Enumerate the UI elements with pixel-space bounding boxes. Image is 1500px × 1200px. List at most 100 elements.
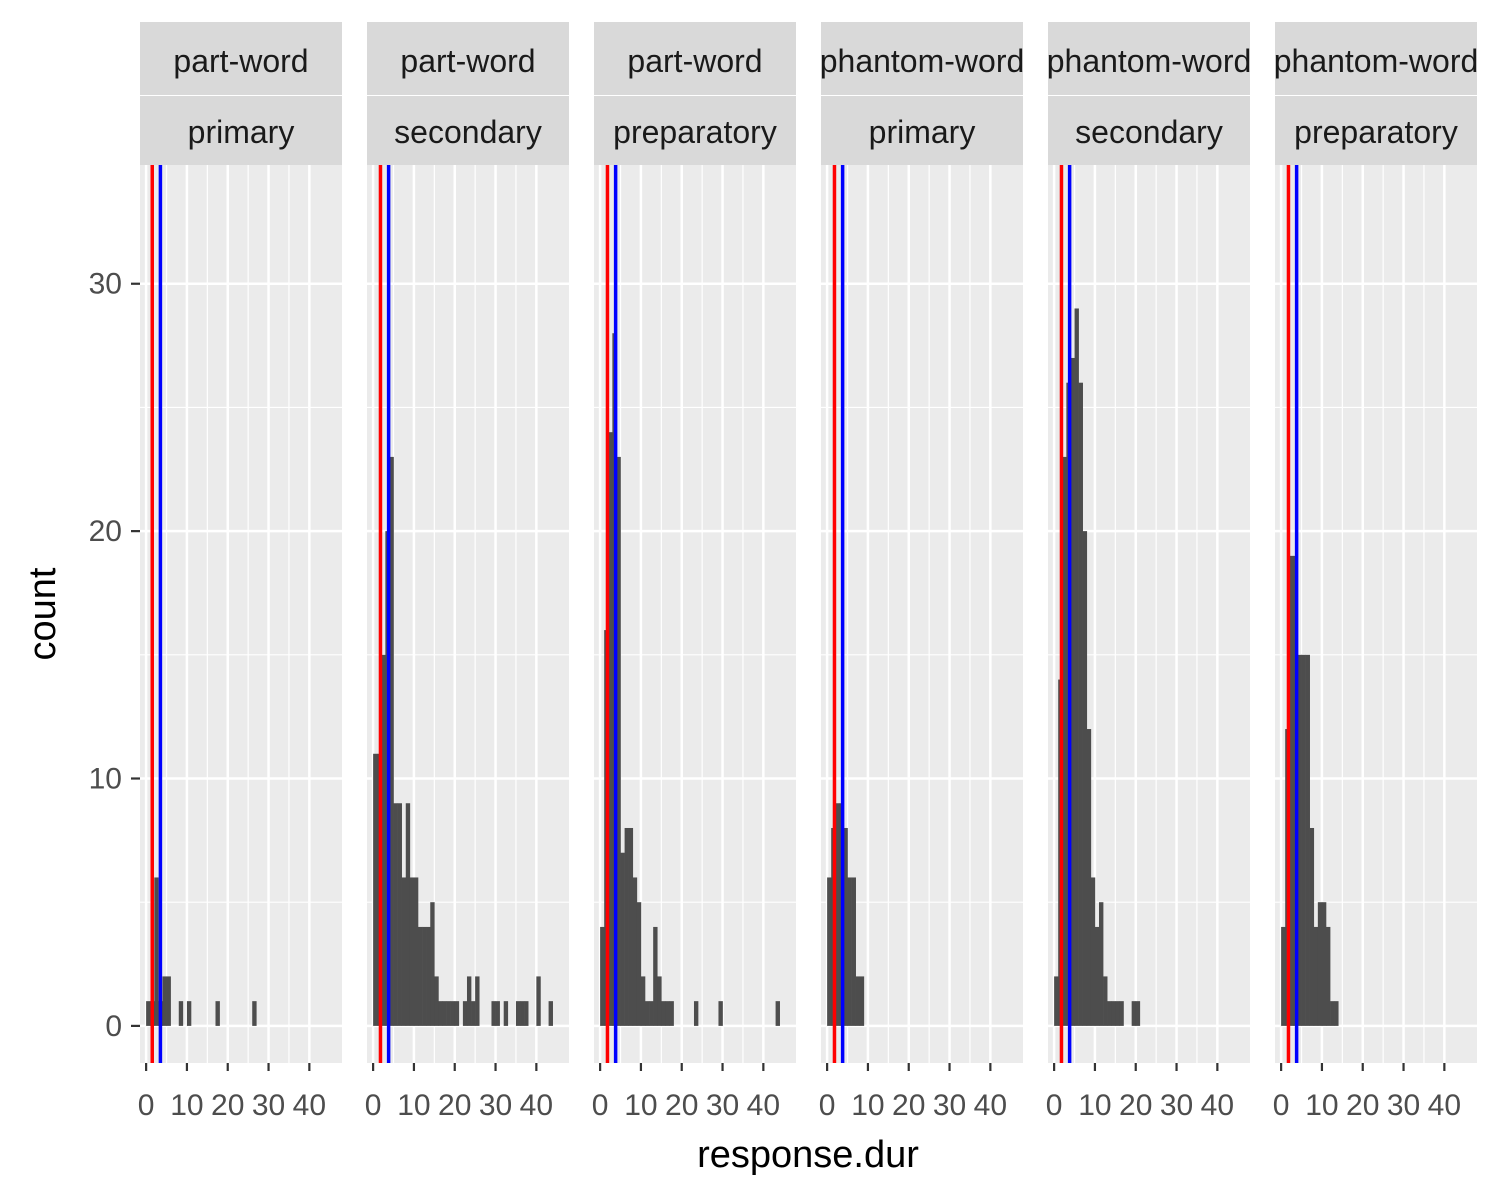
histogram-bar: [166, 976, 171, 1026]
histogram-bar: [442, 1001, 447, 1026]
histogram-bar: [438, 1001, 443, 1026]
histogram-bar: [389, 456, 394, 1026]
histogram-bar: [215, 1001, 220, 1026]
histogram-bar: [1334, 1001, 1339, 1026]
x-tick-label: 10: [1078, 1089, 1111, 1122]
histogram-bar: [548, 1001, 553, 1026]
histogram-bar: [1313, 926, 1319, 1026]
histogram-bar: [775, 1001, 780, 1026]
histogram-bar: [409, 877, 415, 1026]
histogram-bar: [373, 753, 378, 1026]
facet-panel: phantom-word primary 0 10 20 30 40: [819, 22, 1025, 1122]
histogram-bar: [146, 1001, 151, 1026]
histogram-bar: [851, 877, 856, 1026]
histogram-bar: [1086, 729, 1092, 1026]
strip-background: [140, 96, 342, 165]
strip-background: [1048, 22, 1250, 95]
histogram-bar: [1062, 456, 1067, 1026]
histogram-bar: [515, 1001, 521, 1026]
histogram-bar: [154, 877, 159, 1026]
histogram-bar: [466, 976, 472, 1026]
strip-label-row1: part-word: [400, 43, 535, 79]
histogram-bar: [1289, 555, 1294, 1026]
histogram-bar: [847, 877, 852, 1026]
strip-background: [367, 96, 569, 165]
strip-label-row2: secondary: [394, 114, 542, 150]
strip-background: [367, 22, 569, 95]
histogram-bar: [632, 877, 638, 1026]
histogram-bar: [640, 976, 646, 1026]
histogram-bar: [162, 976, 167, 1026]
y-axis-title: count: [22, 567, 64, 660]
histogram-bar: [649, 1001, 654, 1026]
histogram-bar: [835, 803, 840, 1026]
facet-panel: part-word secondary 0 10 20 30 40: [365, 22, 569, 1122]
x-tick-label: 20: [438, 1089, 471, 1122]
x-tick-label: 20: [892, 1089, 925, 1122]
strip-background: [1275, 96, 1477, 165]
histogram-bar: [1082, 531, 1088, 1026]
strip-background: [140, 22, 342, 95]
histogram-bar: [1090, 877, 1096, 1026]
histogram-bar: [718, 1001, 723, 1026]
histogram-bar: [1094, 926, 1100, 1026]
y-axis: 0 10 20 30: [89, 268, 140, 1043]
x-tick-label: 0: [365, 1089, 382, 1122]
facet-panel: part-word primary 0 10 20 30 40: [138, 22, 342, 1122]
histogram-bar: [693, 1001, 699, 1026]
histogram-bar: [827, 877, 832, 1026]
histogram-bar: [405, 803, 411, 1026]
histogram-bar: [620, 852, 625, 1026]
strip-background: [594, 96, 796, 165]
histogram-bar: [418, 926, 423, 1026]
x-tick-label: 30: [479, 1089, 512, 1122]
histogram-bar: [434, 976, 439, 1026]
histogram-bar: [657, 976, 662, 1026]
strip-background: [1048, 96, 1250, 165]
histogram-bar: [1309, 827, 1315, 1026]
histogram-bar: [1131, 1001, 1137, 1026]
strip-label-row2: primary: [188, 114, 295, 150]
strip-background: [821, 22, 1023, 95]
histogram-bar: [462, 1001, 468, 1026]
x-tick-label: 20: [665, 1089, 698, 1122]
x-tick-label: 10: [624, 1089, 657, 1122]
x-tick-label: 0: [819, 1089, 836, 1122]
histogram-bar: [645, 1001, 650, 1026]
histogram-bar: [446, 1001, 451, 1026]
x-tick-label: 20: [211, 1089, 244, 1122]
x-tick-label: 0: [592, 1089, 609, 1122]
histogram-bar: [616, 456, 621, 1026]
histogram-bar: [855, 976, 861, 1026]
histogram-bar: [843, 827, 848, 1026]
histogram-bar: [520, 1001, 525, 1026]
x-tick-label: 40: [1201, 1089, 1234, 1122]
histogram-bar: [859, 976, 865, 1026]
histogram-bar: [1115, 1001, 1120, 1026]
x-tick-label: 0: [1273, 1089, 1290, 1122]
histogram-bar: [393, 803, 398, 1026]
histogram-bar: [1321, 902, 1327, 1026]
histogram-bar: [1078, 382, 1083, 1026]
x-tick-label: 10: [170, 1089, 203, 1122]
facet-panel: part-word preparatory 0 10 20 30 40: [592, 22, 796, 1122]
y-tick-label: 0: [105, 1010, 122, 1043]
x-tick-label: 40: [293, 1089, 326, 1122]
histogram-bar: [495, 1001, 500, 1026]
histogram-bar: [1074, 308, 1079, 1026]
histogram-bar: [624, 827, 629, 1026]
x-tick-label: 20: [1346, 1089, 1379, 1122]
histogram-bar: [454, 1001, 460, 1026]
histogram-bar: [1070, 357, 1075, 1026]
histogram-bar: [1099, 902, 1104, 1026]
histogram-bar: [252, 1001, 257, 1026]
histogram-bar: [661, 1001, 666, 1026]
histogram-bar: [1326, 926, 1331, 1026]
x-tick-label: 10: [851, 1089, 884, 1122]
x-tick-label: 30: [252, 1089, 285, 1122]
histogram-bar: [669, 1001, 674, 1026]
strip-label-row1: phantom-word: [820, 43, 1025, 79]
histogram-bar: [1107, 1001, 1112, 1026]
histogram-bar: [491, 1001, 496, 1026]
